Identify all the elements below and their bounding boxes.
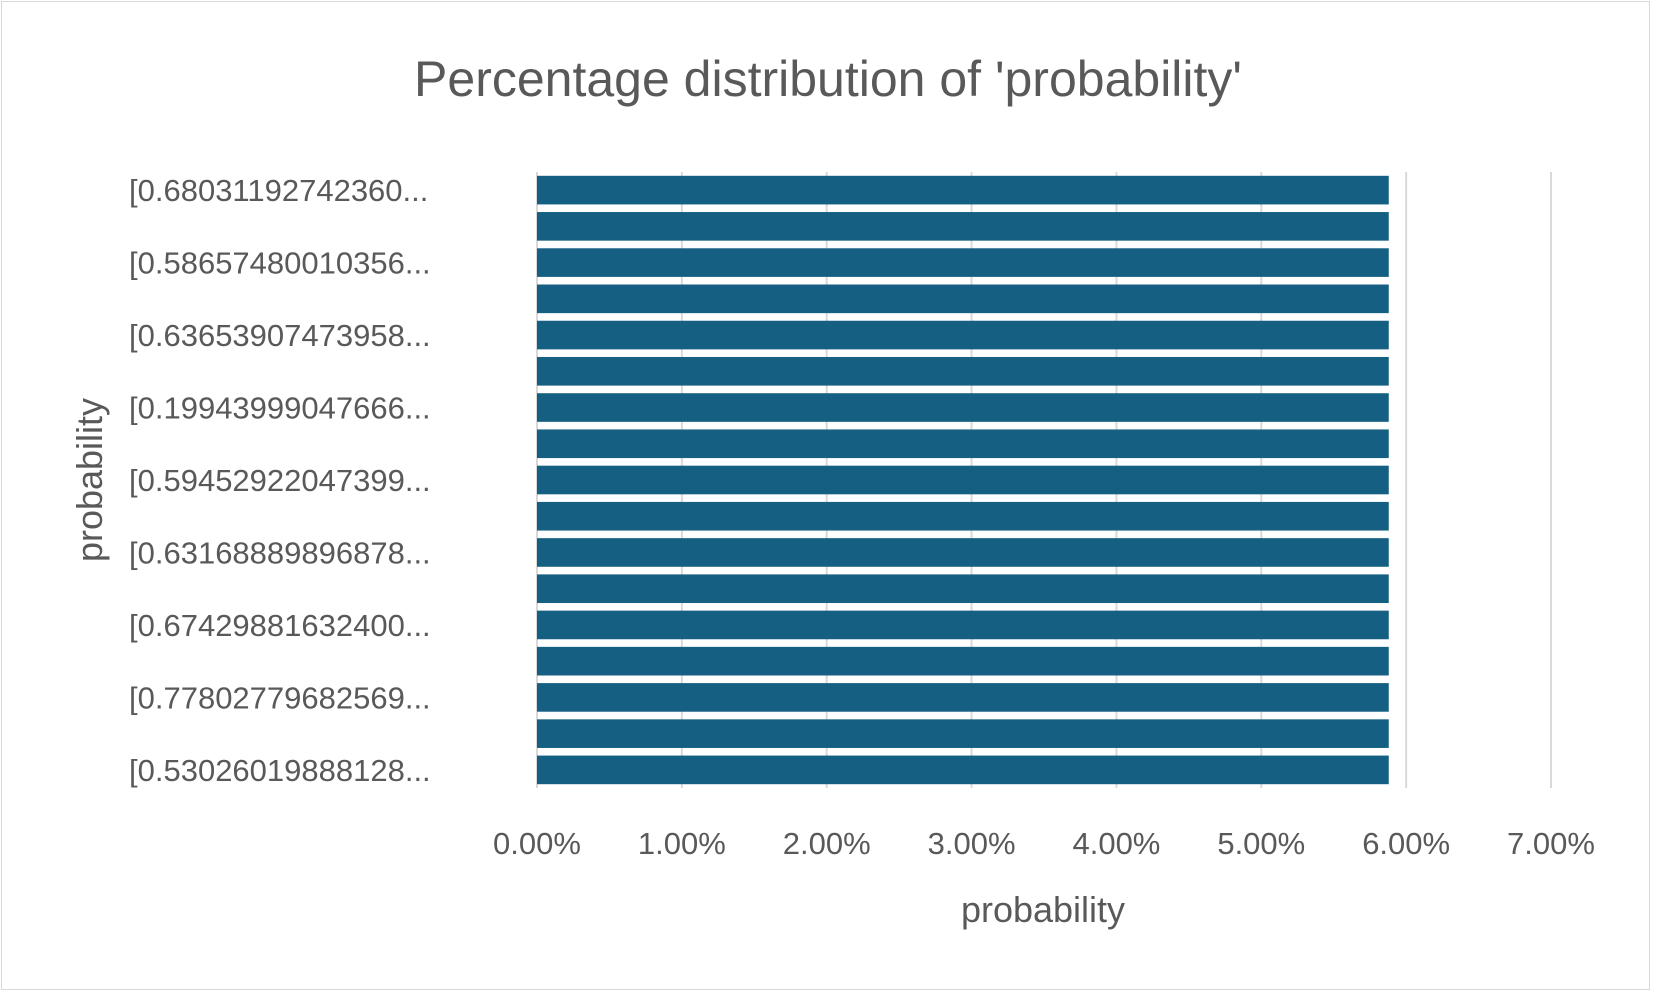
category-label: [0.63168889896878...	[129, 535, 431, 570]
chart-title: Percentage distribution of 'probability'	[414, 51, 1242, 107]
category-label: [0.59452922047399...	[129, 463, 431, 498]
category-labels: [0.68031192742360... [0.58657480010356...…	[129, 173, 431, 788]
bar	[537, 465, 1389, 495]
x-tick-label: 0.00%	[493, 826, 581, 861]
bar	[537, 429, 1389, 459]
bar	[537, 646, 1389, 676]
x-tick-label: 2.00%	[783, 826, 871, 861]
bar	[537, 356, 1389, 386]
x-tick-labels: 0.00% 1.00% 2.00% 3.00% 4.00% 5.00% 6.00% 7.00%	[493, 826, 1595, 861]
bar	[537, 248, 1389, 277]
category-label: [0.19943999047666...	[129, 391, 431, 426]
bar	[537, 175, 1389, 205]
bar	[537, 755, 1389, 785]
bar	[537, 501, 1389, 531]
category-label: [0.58657480010356...	[129, 246, 431, 281]
bar	[537, 610, 1389, 640]
y-axis-title: probability	[69, 398, 110, 562]
bar	[537, 574, 1389, 604]
bar	[537, 538, 1389, 567]
x-tick-label: 5.00%	[1217, 826, 1305, 861]
x-tick-label: 7.00%	[1507, 826, 1595, 861]
bar	[537, 393, 1389, 422]
category-label: [0.68031192742360...	[129, 173, 428, 208]
x-tick-label: 3.00%	[928, 826, 1016, 861]
bar	[537, 320, 1389, 350]
bar	[537, 719, 1389, 748]
bar	[537, 212, 1389, 241]
bars	[537, 175, 1389, 785]
x-tick-label: 4.00%	[1072, 826, 1160, 861]
x-axis-title: probability	[961, 889, 1125, 930]
category-label: [0.77802779682569...	[129, 680, 431, 715]
x-tick-label: 6.00%	[1362, 826, 1450, 861]
x-tick-label: 1.00%	[638, 826, 726, 861]
bar	[537, 683, 1389, 712]
category-label: [0.67429881632400...	[129, 608, 431, 643]
category-label: [0.63653907473958...	[129, 318, 431, 353]
bar	[537, 284, 1389, 314]
category-label: [0.53026019888128...	[129, 753, 431, 788]
